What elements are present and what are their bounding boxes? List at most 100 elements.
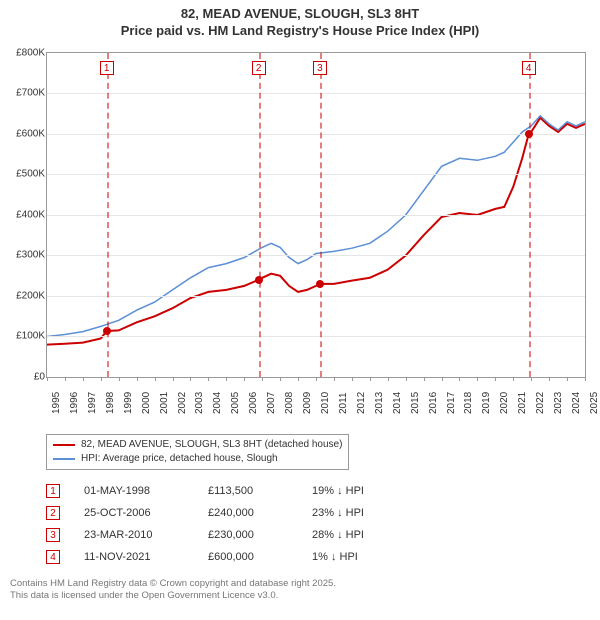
x-tick xyxy=(83,377,84,381)
row-date: 01-MAY-1998 xyxy=(84,485,184,497)
legend-label: HPI: Average price, detached house, Slou… xyxy=(81,453,278,464)
y-gridline xyxy=(47,255,585,256)
x-tick-label: 1995 xyxy=(51,392,62,414)
x-tick xyxy=(477,377,478,381)
x-tick xyxy=(585,377,586,381)
y-gridline xyxy=(47,215,585,216)
x-tick-label: 1997 xyxy=(87,392,98,414)
x-tick-label: 2008 xyxy=(284,392,295,414)
x-tick-label: 2021 xyxy=(517,392,528,414)
y-tick-label: £400K xyxy=(11,209,45,220)
y-tick-label: £0 xyxy=(11,371,45,382)
x-tick xyxy=(208,377,209,381)
row-price: £240,000 xyxy=(208,507,288,519)
legend-item: HPI: Average price, detached house, Slou… xyxy=(53,452,342,466)
sales-table: 101-MAY-1998£113,50019% ↓ HPI225-OCT-200… xyxy=(46,480,590,568)
x-tick-label: 1999 xyxy=(123,392,134,414)
x-tick-label: 2010 xyxy=(320,392,331,414)
x-tick-label: 2011 xyxy=(338,392,349,414)
x-tick-label: 2020 xyxy=(499,392,510,414)
x-tick xyxy=(47,377,48,381)
x-tick-label: 1998 xyxy=(105,392,116,414)
legend-label: 82, MEAD AVENUE, SLOUGH, SL3 8HT (detach… xyxy=(81,439,342,450)
x-tick-label: 1996 xyxy=(69,392,80,414)
x-tick xyxy=(280,377,281,381)
table-row: 3 23-MAR-2010 £230,000 28% ↓ HPI xyxy=(46,524,590,546)
x-tick-label: 2001 xyxy=(159,392,170,414)
x-tick xyxy=(406,377,407,381)
x-tick-label: 2023 xyxy=(553,392,564,414)
x-tick xyxy=(298,377,299,381)
sale-marker-badge: 1 xyxy=(100,61,114,75)
x-tick xyxy=(388,377,389,381)
sale-marker-line xyxy=(259,53,261,377)
x-tick xyxy=(495,377,496,381)
x-tick xyxy=(370,377,371,381)
x-tick xyxy=(190,377,191,381)
y-gridline xyxy=(47,93,585,94)
y-tick-label: £800K xyxy=(11,47,45,58)
x-tick xyxy=(119,377,120,381)
x-tick-label: 2002 xyxy=(177,392,188,414)
row-price: £600,000 xyxy=(208,551,288,563)
legend: 82, MEAD AVENUE, SLOUGH, SL3 8HT (detach… xyxy=(46,434,349,470)
x-tick xyxy=(262,377,263,381)
table-row: 101-MAY-1998£113,50019% ↓ HPI xyxy=(46,480,590,502)
x-tick-label: 2019 xyxy=(481,392,492,414)
row-date: 23-MAR-2010 xyxy=(84,529,184,541)
sale-point-dot xyxy=(255,276,263,284)
x-tick-label: 2022 xyxy=(535,392,546,414)
chart-title: 82, MEAD AVENUE, SLOUGH, SL3 8HT Price p… xyxy=(0,0,600,44)
series-line-hpi xyxy=(47,116,585,337)
x-tick xyxy=(567,377,568,381)
y-gridline xyxy=(47,174,585,175)
row-badge: 2 xyxy=(46,506,60,520)
row-diff: 23% ↓ HPI xyxy=(312,507,402,519)
y-gridline xyxy=(47,134,585,135)
x-tick xyxy=(549,377,550,381)
x-tick xyxy=(244,377,245,381)
x-tick-label: 2014 xyxy=(392,392,403,414)
x-tick xyxy=(316,377,317,381)
x-tick xyxy=(442,377,443,381)
sale-point-dot xyxy=(103,327,111,335)
row-price: £113,500 xyxy=(208,485,288,497)
table-row: 2 25-OCT-2006 £240,000 23% ↓ HPI xyxy=(46,502,590,524)
sale-point-dot xyxy=(316,280,324,288)
y-tick-label: £300K xyxy=(11,250,45,261)
row-badge: 4 xyxy=(46,550,60,564)
footer-line-1: Contains HM Land Registry data © Crown c… xyxy=(10,578,590,590)
table-row: 411-NOV-2021£600,0001% ↓ HPI xyxy=(46,546,590,568)
x-tick xyxy=(352,377,353,381)
sale-point-dot xyxy=(525,130,533,138)
x-tick-label: 2024 xyxy=(571,392,582,414)
row-badge: 3 xyxy=(46,528,60,542)
row-badge: 1 xyxy=(46,484,60,498)
y-tick-label: £700K xyxy=(11,88,45,99)
row-date: 11-NOV-2021 xyxy=(84,551,184,563)
x-tick xyxy=(513,377,514,381)
row-price: £230,000 xyxy=(208,529,288,541)
y-tick-label: £600K xyxy=(11,128,45,139)
x-tick-label: 2007 xyxy=(266,392,277,414)
title-line-1: 82, MEAD AVENUE, SLOUGH, SL3 8HT xyxy=(10,6,590,23)
x-tick-label: 2003 xyxy=(194,392,205,414)
x-tick-label: 2005 xyxy=(230,392,241,414)
x-tick xyxy=(424,377,425,381)
title-line-2: Price paid vs. HM Land Registry's House … xyxy=(10,23,590,40)
x-tick-label: 2018 xyxy=(463,392,474,414)
legend-item: 82, MEAD AVENUE, SLOUGH, SL3 8HT (detach… xyxy=(53,438,342,452)
row-date: 25-OCT-2006 xyxy=(84,507,184,519)
x-tick xyxy=(101,377,102,381)
footer-line-2: This data is licensed under the Open Gov… xyxy=(10,590,590,602)
x-tick-label: 2016 xyxy=(428,392,439,414)
sale-marker-badge: 3 xyxy=(313,61,327,75)
row-diff: 28% ↓ HPI xyxy=(312,529,402,541)
y-gridline xyxy=(47,336,585,337)
x-tick xyxy=(226,377,227,381)
sale-marker-badge: 2 xyxy=(252,61,266,75)
footer-attribution: Contains HM Land Registry data © Crown c… xyxy=(10,578,590,603)
legend-swatch xyxy=(53,444,75,446)
chart-area: £0£100K£200K£300K£400K£500K£600K£700K£80… xyxy=(10,48,590,428)
sale-marker-line xyxy=(529,53,531,377)
